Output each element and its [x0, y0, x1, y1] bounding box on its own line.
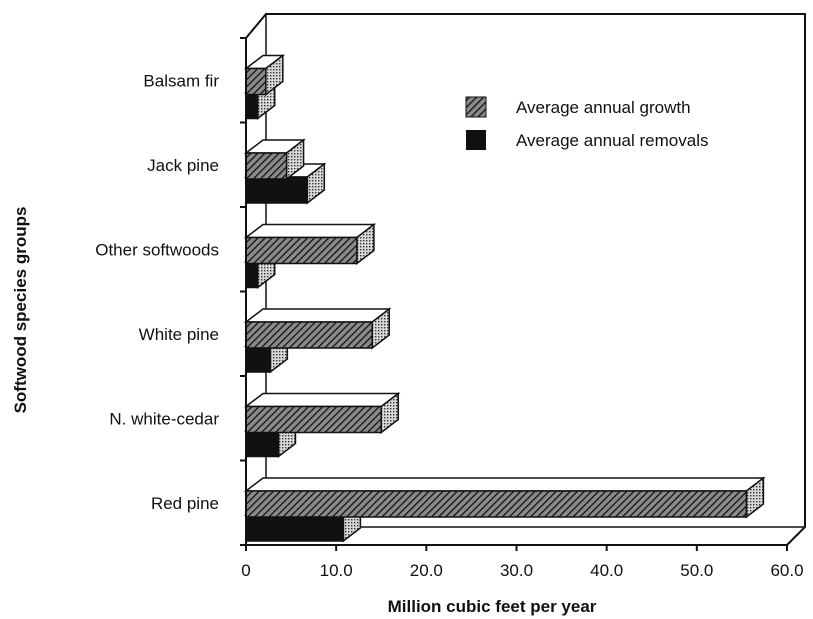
x-ticks: 0 10.0 20.0 30.0 40.0 50.0 60.0: [241, 545, 804, 580]
category-label: Other softwoods: [95, 240, 219, 259]
removals-bar-front: [245, 260, 259, 289]
growth-bar: [243, 476, 766, 519]
x-tick-label: 60.0: [770, 561, 803, 580]
category-labels: Balsam fir Jack pine Other softwoods White …: [95, 71, 219, 513]
growth-bar-front: [245, 321, 373, 349]
growth-bar-front: [245, 490, 748, 518]
legend: Average annual growth Average annual rem…: [465, 96, 708, 150]
growth-bar-front: [245, 405, 382, 434]
x-axis-title: Million cubic feet per year: [388, 597, 597, 616]
growth-bar-top: [243, 308, 392, 323]
y-ticks: [240, 37, 246, 546]
category-label: Balsam fir: [143, 71, 219, 90]
legend-swatch-removals: [466, 130, 486, 150]
growth-bar: [243, 138, 306, 181]
removals-bar-front: [245, 345, 272, 373]
removals-bar-front: [245, 429, 280, 458]
legend-label-growth: Average annual growth: [516, 98, 691, 117]
category-label: Red pine: [151, 494, 219, 513]
removals-bar-front: [245, 91, 259, 120]
y-axis-title: Softwood species groups: [11, 207, 30, 414]
plot-back-wall: [245, 13, 806, 546]
x-tick-label: 20.0: [410, 561, 443, 580]
growth-bar: [243, 391, 401, 435]
category-label: N. white-cedar: [109, 409, 219, 428]
removals-bar-front: [245, 176, 309, 204]
category-label: White pine: [139, 325, 219, 344]
growth-bar-top: [243, 392, 401, 408]
bars-group: [243, 53, 766, 543]
growth-bar-top: [243, 223, 377, 239]
growth-bar-front: [245, 236, 358, 265]
growth-bar: [243, 222, 377, 266]
x-tick-label: 0: [241, 561, 250, 580]
x-tick-label: 30.0: [500, 561, 533, 580]
growth-bar: [243, 307, 392, 350]
category-label: Jack pine: [147, 156, 219, 175]
x-tick-label: 10.0: [320, 561, 353, 580]
removals-bar-front: [245, 514, 345, 542]
growth-bar: [243, 53, 286, 97]
x-tick-label: 50.0: [680, 561, 713, 580]
growth-bar-top: [243, 477, 766, 492]
x-tick-label: 40.0: [590, 561, 623, 580]
legend-swatch-growth: [465, 96, 487, 118]
growth-bar-front: [245, 67, 267, 96]
legend-label-removals: Average annual removals: [516, 131, 708, 150]
growth-bar-front: [245, 152, 288, 180]
